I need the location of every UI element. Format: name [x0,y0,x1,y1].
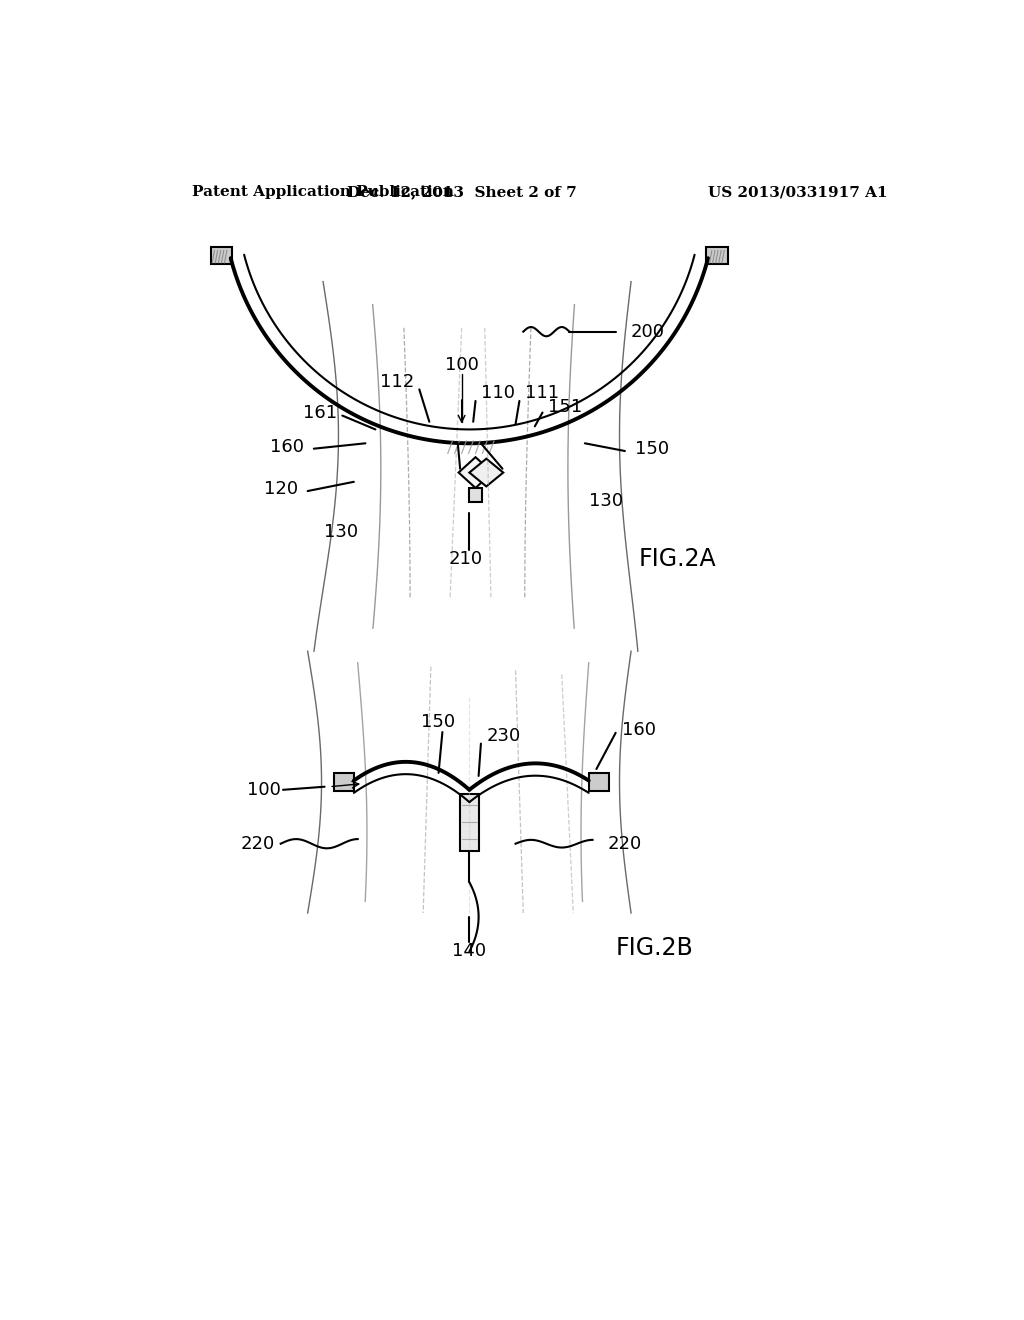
Text: US 2013/0331917 A1: US 2013/0331917 A1 [708,185,888,199]
Text: 111: 111 [524,384,559,403]
Text: 140: 140 [453,942,486,961]
Text: 100: 100 [247,781,281,799]
Text: Dec. 12, 2013  Sheet 2 of 7: Dec. 12, 2013 Sheet 2 of 7 [347,185,577,199]
Text: 110: 110 [481,384,515,403]
Text: 130: 130 [324,523,357,541]
Text: 230: 230 [486,727,520,744]
Text: 150: 150 [422,713,456,731]
Bar [334,774,354,792]
Text: 150: 150 [635,441,669,458]
Text: FIG.2A: FIG.2A [639,546,717,570]
Text: Patent Application Publication: Patent Application Publication [193,185,455,199]
Text: 210: 210 [449,550,482,568]
Bar [460,793,478,851]
Bar [707,247,728,264]
Text: 160: 160 [622,721,655,739]
Text: 220: 220 [608,834,642,853]
Bar [589,774,608,792]
Text: 161: 161 [303,404,337,421]
Text: 200: 200 [631,322,665,341]
Bar [469,488,481,502]
Text: 112: 112 [380,372,414,391]
Text: FIG.2B: FIG.2B [615,936,693,960]
Polygon shape [459,457,493,488]
Bar [211,247,232,264]
Text: 120: 120 [264,480,298,499]
Text: 130: 130 [589,492,623,510]
Text: 220: 220 [241,834,275,853]
Text: 160: 160 [269,438,304,457]
Text: 151: 151 [548,399,583,416]
Text: 100: 100 [444,356,478,374]
Polygon shape [469,459,503,487]
